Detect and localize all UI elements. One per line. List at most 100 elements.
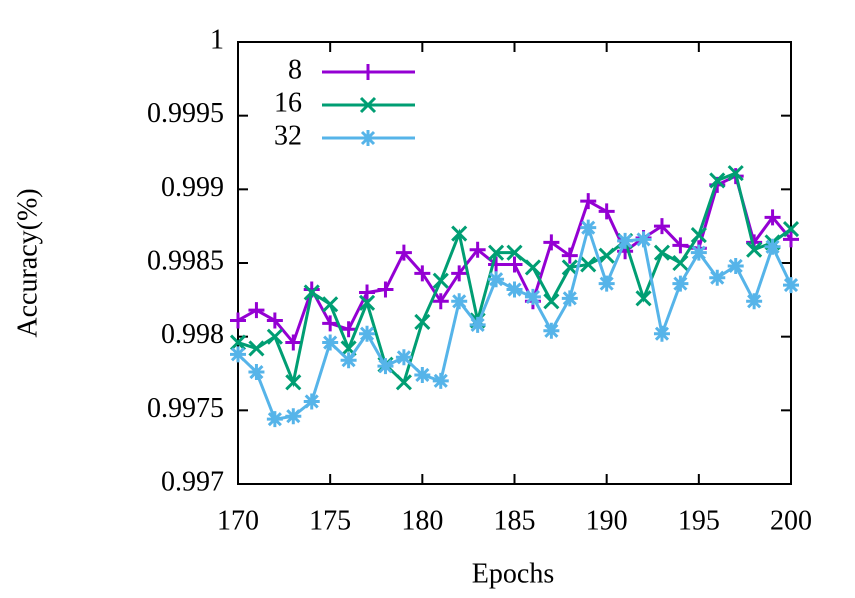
marker [561,259,578,276]
x-tick-label: 200 [770,505,812,536]
marker [432,272,449,289]
marker [230,312,246,329]
y-tick-label: 0.9985 [147,245,224,276]
marker [653,325,670,342]
marker [469,241,486,258]
x-tick-label: 180 [401,505,443,536]
y-axis-label: Accuracy(%) [12,188,43,337]
marker [358,294,376,311]
marker [359,284,376,301]
marker [340,352,357,369]
marker [469,316,486,333]
legend-marker [360,64,376,80]
marker [248,302,265,319]
marker [672,237,689,254]
marker [783,231,799,248]
marker [340,321,357,338]
marker [672,275,689,292]
y-tick-label: 0.998 [161,319,224,350]
marker [561,290,578,307]
marker [266,312,283,329]
marker [561,247,578,264]
marker [414,366,431,383]
marker [617,232,634,249]
marker [285,374,302,391]
x-axis-label: Epochs [472,558,554,589]
marker [543,234,560,251]
legend-label: 16 [274,87,302,118]
marker [524,259,541,276]
marker [690,244,707,261]
marker [709,172,726,189]
legend-label: 8 [288,54,302,85]
marker [488,244,505,261]
marker [672,254,689,272]
marker [580,219,597,236]
marker [432,293,449,310]
legend-marker [360,130,376,146]
legend-label: 32 [274,120,302,151]
x-tick-label: 195 [678,505,720,536]
marker [488,256,505,273]
marker [727,165,744,182]
marker [303,284,320,301]
marker [690,226,707,244]
marker [414,265,431,282]
marker [543,293,560,310]
marker [285,334,302,351]
marker [230,346,246,363]
marker [635,231,652,248]
marker [451,225,468,242]
x-tick-label: 185 [494,505,536,536]
marker [598,275,615,292]
marker [635,290,652,307]
y-tick-label: 0.999 [161,172,224,203]
marker [506,244,523,261]
marker [377,281,394,298]
marker [598,203,615,220]
marker [377,358,394,375]
marker [248,340,265,357]
marker [414,313,431,330]
marker [746,241,763,258]
marker [783,277,799,294]
series-line [237,171,792,388]
marker [451,265,468,282]
marker [395,374,412,391]
marker [229,334,247,351]
x-tick-label: 175 [309,505,351,536]
marker [764,209,781,226]
marker [285,408,302,425]
marker [432,372,449,389]
marker [322,315,339,332]
y-tick-label: 1 [210,24,224,55]
y-tick-label: 0.9995 [147,98,224,129]
marker [653,218,670,235]
marker [764,238,781,255]
y-tick-label: 0.997 [161,466,224,497]
marker [266,411,283,428]
marker [322,296,339,313]
marker [524,288,541,305]
legend-marker [359,96,377,114]
x-tick-label: 170 [217,505,259,536]
marker [506,281,523,298]
marker [543,322,560,339]
marker [266,328,283,345]
marker [395,349,412,366]
marker [653,244,671,261]
marker [580,256,597,273]
marker [451,293,468,310]
marker [709,269,726,286]
series-line [236,222,793,421]
marker [303,393,320,410]
y-tick-label: 0.9975 [147,393,224,424]
marker [782,221,800,238]
marker [746,293,763,310]
marker [727,257,744,274]
marker [322,334,339,351]
marker [598,247,615,264]
marker [395,244,412,261]
marker [506,256,523,273]
